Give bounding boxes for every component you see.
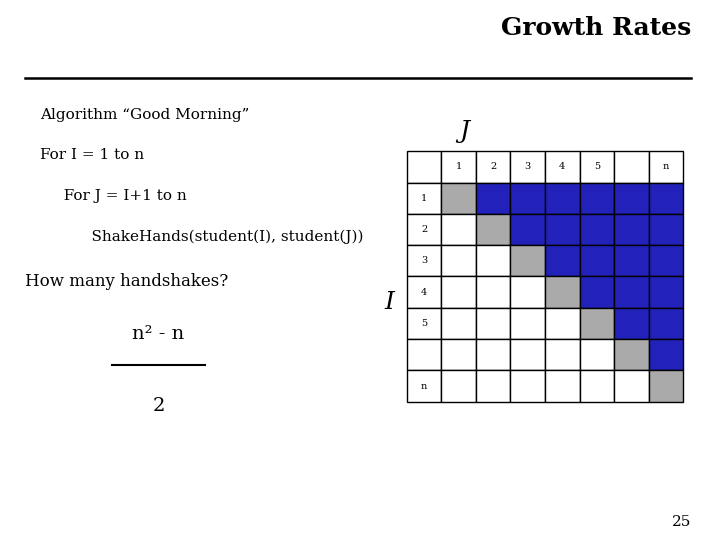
Text: 3: 3 bbox=[421, 256, 427, 265]
Bar bbox=[545, 276, 580, 308]
Text: Algorithm “Good Morning”: Algorithm “Good Morning” bbox=[40, 108, 249, 122]
Bar bbox=[407, 245, 441, 276]
Bar bbox=[510, 151, 545, 183]
Text: For J = I+1 to n: For J = I+1 to n bbox=[54, 189, 186, 203]
Bar bbox=[441, 151, 476, 183]
Text: 2: 2 bbox=[152, 397, 165, 415]
Bar bbox=[545, 339, 580, 370]
Bar bbox=[441, 370, 476, 402]
Bar bbox=[441, 183, 476, 214]
Bar bbox=[407, 308, 441, 339]
Bar bbox=[580, 370, 614, 402]
Bar bbox=[580, 308, 614, 339]
Bar bbox=[580, 339, 614, 370]
Bar bbox=[580, 183, 614, 214]
Text: 5: 5 bbox=[594, 163, 600, 171]
Bar bbox=[545, 308, 580, 339]
Bar bbox=[545, 245, 580, 276]
Bar bbox=[407, 339, 441, 370]
Bar bbox=[545, 370, 580, 402]
Bar bbox=[580, 276, 614, 308]
Text: 3: 3 bbox=[525, 163, 531, 171]
Bar bbox=[441, 245, 476, 276]
Bar bbox=[580, 151, 614, 183]
Text: 1: 1 bbox=[421, 194, 427, 202]
Bar bbox=[649, 370, 683, 402]
Bar bbox=[649, 308, 683, 339]
Text: 2: 2 bbox=[421, 225, 427, 234]
Text: J: J bbox=[459, 120, 469, 143]
Bar bbox=[649, 276, 683, 308]
Bar bbox=[614, 339, 649, 370]
Bar bbox=[476, 339, 510, 370]
Bar bbox=[510, 308, 545, 339]
Bar bbox=[649, 339, 683, 370]
Bar bbox=[580, 245, 614, 276]
Bar bbox=[614, 276, 649, 308]
Text: n: n bbox=[421, 382, 427, 390]
Bar bbox=[476, 245, 510, 276]
Bar bbox=[545, 214, 580, 245]
Text: 1: 1 bbox=[456, 163, 462, 171]
Bar bbox=[649, 245, 683, 276]
Bar bbox=[580, 214, 614, 245]
Bar bbox=[476, 276, 510, 308]
Text: I: I bbox=[384, 291, 395, 314]
Bar bbox=[476, 308, 510, 339]
Bar bbox=[545, 183, 580, 214]
Bar bbox=[614, 183, 649, 214]
Bar bbox=[407, 276, 441, 308]
Bar bbox=[614, 151, 649, 183]
Text: n: n bbox=[663, 163, 669, 171]
Bar bbox=[614, 308, 649, 339]
Text: 25: 25 bbox=[672, 515, 691, 529]
Bar bbox=[649, 183, 683, 214]
Bar bbox=[476, 370, 510, 402]
Bar bbox=[407, 214, 441, 245]
Bar bbox=[476, 151, 510, 183]
Bar bbox=[510, 370, 545, 402]
Bar bbox=[649, 214, 683, 245]
Bar bbox=[510, 339, 545, 370]
Bar bbox=[510, 276, 545, 308]
Bar bbox=[614, 245, 649, 276]
Bar bbox=[407, 370, 441, 402]
Bar bbox=[510, 214, 545, 245]
Bar bbox=[649, 151, 683, 183]
Bar bbox=[441, 339, 476, 370]
Bar bbox=[614, 370, 649, 402]
Bar bbox=[441, 308, 476, 339]
Bar bbox=[407, 151, 441, 183]
Text: 2: 2 bbox=[490, 163, 496, 171]
Text: 5: 5 bbox=[421, 319, 427, 328]
Text: How many handshakes?: How many handshakes? bbox=[25, 273, 228, 289]
Text: 4: 4 bbox=[421, 288, 427, 296]
Bar bbox=[614, 214, 649, 245]
Text: Growth Rates: Growth Rates bbox=[501, 16, 691, 40]
Text: ShakeHands(student(I), student(J)): ShakeHands(student(I), student(J)) bbox=[72, 230, 364, 244]
Bar bbox=[441, 276, 476, 308]
Bar bbox=[407, 183, 441, 214]
Bar bbox=[510, 183, 545, 214]
Text: n² - n: n² - n bbox=[132, 325, 184, 343]
Bar bbox=[510, 245, 545, 276]
Bar bbox=[476, 214, 510, 245]
Text: For I = 1 to n: For I = 1 to n bbox=[40, 148, 144, 163]
Bar bbox=[441, 214, 476, 245]
Text: 4: 4 bbox=[559, 163, 565, 171]
Bar bbox=[545, 151, 580, 183]
Bar bbox=[476, 183, 510, 214]
